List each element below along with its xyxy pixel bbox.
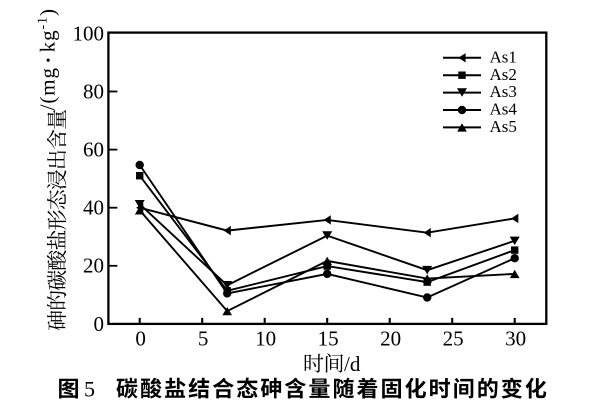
svg-text:0: 0 [135, 327, 146, 351]
svg-text:10: 10 [255, 327, 276, 351]
svg-text:40: 40 [83, 196, 104, 220]
svg-text:25: 25 [443, 327, 464, 351]
svg-text:As2: As2 [490, 65, 517, 84]
svg-text:0: 0 [94, 312, 105, 336]
svg-text:100: 100 [73, 21, 105, 45]
svg-text:As1: As1 [490, 47, 517, 66]
svg-text:As3: As3 [490, 82, 517, 101]
svg-text:15: 15 [318, 327, 339, 351]
svg-text:60: 60 [83, 138, 104, 162]
svg-text:5: 5 [84, 377, 95, 402]
svg-text:As5: As5 [490, 117, 517, 136]
svg-text:30: 30 [505, 327, 526, 351]
svg-text:/d: /d [344, 352, 361, 376]
svg-text:5: 5 [198, 327, 209, 351]
svg-text:20: 20 [83, 254, 104, 278]
svg-text:As4: As4 [490, 100, 518, 119]
svg-text:80: 80 [83, 79, 104, 103]
svg-text:20: 20 [380, 327, 401, 351]
